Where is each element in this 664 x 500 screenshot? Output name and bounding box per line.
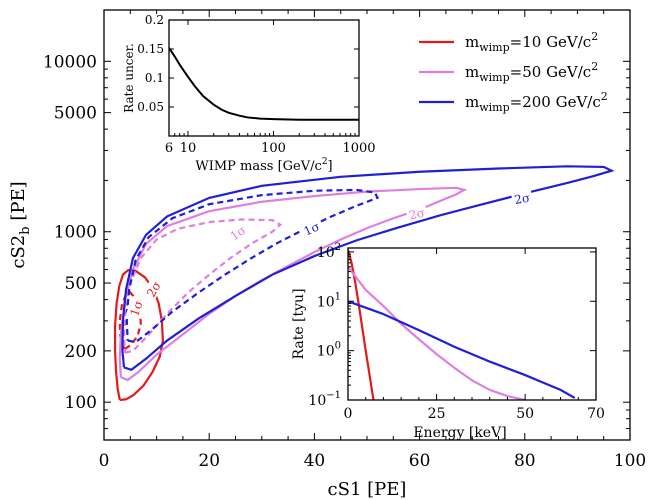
legend: mwimp=10 GeV/c2 mwimp=50 GeV/c2 mwimp=200 … [419,30,608,114]
inset-top-x-tick-label: 1000 [342,141,375,156]
contour-2sigma-series-4 [121,165,615,371]
energy-spectrum-curve-1 [348,266,526,400]
inset-top-x-tick-label: 6 [165,141,173,156]
sigma-label-background [125,296,146,320]
sigma-label: 2σ [513,191,531,208]
inset-bottom-x-tick-label: 25 [428,406,446,422]
x-tick-label: 80 [514,451,536,471]
sigma-label: 2σ [144,279,164,300]
inset-top-y-tick-label: 0.05 [137,100,164,114]
sigma-label-background [142,276,165,301]
inset-bottom-y-axis-label: Rate [tyu] [291,288,307,359]
sigma-label-background [225,220,250,244]
inset-bottom-y-tick-label: 101 [317,291,341,310]
main-x-axis-label: cS1 [PE] [328,479,407,500]
inset-bottom-x-tick-label: 70 [587,406,605,422]
sigma-label: 1σ [302,219,322,238]
contour-2sigma-series-0 [113,269,165,402]
inset-bottom-x-axis-label: Energy [keV] [413,425,506,441]
y-tick-label: 5000 [54,104,97,124]
inset-bottom-curves [348,249,576,400]
x-tick-label: 20 [198,451,220,471]
inset-bottom-y-tick-label: 100 [317,341,341,360]
inset-top-x-axis-label: WIMP mass [GeV/c2] [195,157,332,174]
contour-1sigma-series-3 [122,218,283,354]
inset-bottom-x-tick-label: 50 [516,406,534,422]
inset-bottom-background [348,248,596,400]
sigma-label: 1σ [127,299,146,319]
x-tick-label: 100 [614,451,646,471]
x-tick-label: 0 [99,451,110,471]
sigma-label-background [299,217,324,239]
legend-entry: mwimp=10 GeV/c2 [465,30,598,54]
sigma-label: 1σ [228,223,249,244]
y-tick-label: 200 [65,342,97,362]
legend-entry: mwimp=50 GeV/c2 [465,60,598,84]
sigma-label-background [510,189,534,207]
energy-spectrum-curve-0 [348,249,375,400]
y-tick-label: 500 [65,274,97,294]
main-x-ticks: 0 20 40 60 80 100 [99,10,646,471]
inset-top-plot: 6 10 100 1000 0.05 0.1 0.15 0.2 WIMP mass [GeV/… [122,13,376,174]
inset-top-y-tick-label: 0.1 [145,71,164,85]
y-tick-label: 1000 [54,223,97,243]
contour-2sigma-series-2 [118,186,468,382]
inset-top-background [169,20,359,136]
inset-bottom-x-tick-label: 0 [344,406,353,422]
contour-1sigma-series-5 [125,188,380,344]
main-contours [113,165,615,402]
inset-bottom-plot: 0 25 50 70 10−1 100 101 102 Energy [keV] Rate [… [291,242,605,441]
main-y-axis-label: cS2b [PE] [8,181,33,268]
x-tick-label: 40 [304,451,326,471]
inset-top-x-tick-label: 100 [261,141,286,156]
inset-bottom-ticks: 0 25 50 70 10−1 100 101 102 [308,242,604,422]
sigma-label-background [405,204,428,223]
inset-top-curve [169,47,359,121]
inset-top-x-tick-label: 10 [180,141,197,156]
inset-top-y-axis-label: Rate uncer. [122,43,136,113]
inset-bottom-y-tick-label: 10−1 [308,390,341,409]
inset-top-y-tick-label: 0.15 [137,42,164,56]
legend-entry: mwimp=200 GeV/c2 [465,90,608,114]
energy-spectrum-curve-2 [348,300,576,399]
y-tick-label: 10000 [43,52,97,72]
rate-uncertainty-curve [169,47,359,121]
inset-top-ticks: 6 10 100 1000 0.05 0.1 0.15 0.2 [137,13,375,156]
y-tick-label: 100 [65,393,97,413]
sigma-label: 2σ [408,206,426,223]
x-tick-label: 60 [409,451,431,471]
inset-top-y-tick-label: 0.2 [145,13,164,27]
inset-bottom-y-tick-label: 102 [317,242,341,261]
